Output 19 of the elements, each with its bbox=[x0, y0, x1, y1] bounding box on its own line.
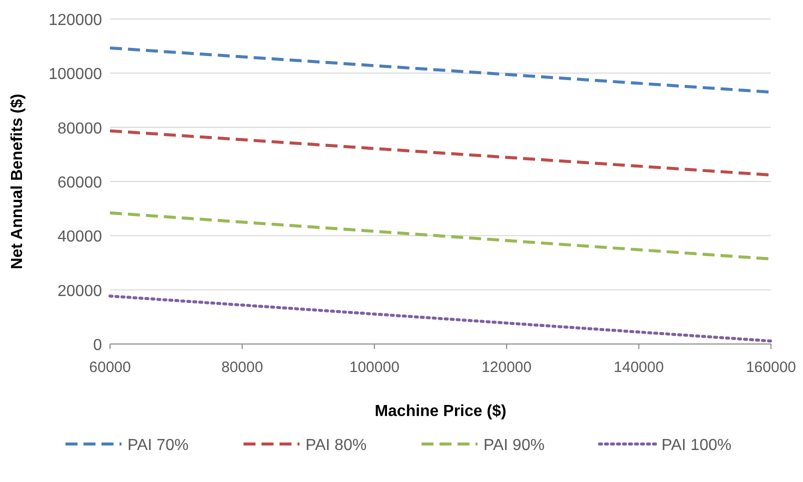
legend-label: PAI 70% bbox=[128, 437, 189, 454]
y-tick-label: 80000 bbox=[58, 120, 102, 138]
x-tick-label: 80000 bbox=[221, 359, 264, 376]
legend-label: PAI 100% bbox=[662, 437, 732, 454]
y-tick-label: 20000 bbox=[58, 282, 102, 300]
x-tick-label: 60000 bbox=[89, 359, 131, 376]
y-tick-label: 100000 bbox=[48, 66, 102, 84]
y-tick-label: 60000 bbox=[58, 174, 102, 192]
y-axis-title: Net Annual Benefits ($) bbox=[9, 94, 26, 270]
x-axis-title: Machine Price ($) bbox=[374, 403, 506, 420]
x-tick-label: 120000 bbox=[482, 359, 532, 376]
x-tick-label: 100000 bbox=[349, 359, 400, 376]
y-tick-label: 120000 bbox=[48, 12, 102, 29]
y-tick-label: 0 bbox=[93, 337, 102, 354]
legend-label: PAI 80% bbox=[306, 437, 367, 454]
x-tick-label: 160000 bbox=[746, 359, 796, 376]
legend-label: PAI 90% bbox=[484, 437, 545, 454]
y-tick-label: 40000 bbox=[58, 228, 102, 246]
x-tick-label: 140000 bbox=[614, 359, 664, 376]
